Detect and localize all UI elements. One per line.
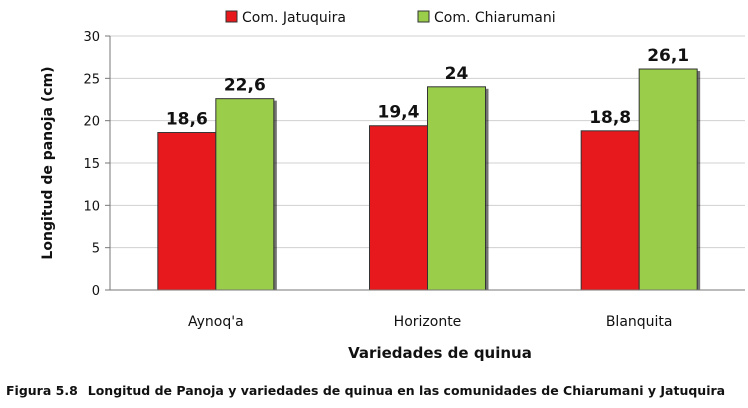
legend: Com. Jatuquira Com. Chiarumani (225, 10, 556, 26)
data-labels: 18,6 22,6 19,4 24 18,8 26,1 (166, 46, 689, 129)
bar-chart: 0 5 10 15 20 25 30 18,6 22,6 19,4 24 18,8 26,1 Ayno… (40, 10, 745, 362)
y-tick-label: 10 (83, 199, 100, 214)
legend-label: Com. Chiarumani (434, 10, 556, 26)
data-label: 19,4 (378, 103, 420, 123)
bar (369, 125, 428, 291)
y-tick-label: 30 (83, 30, 100, 45)
data-label: 18,6 (166, 110, 208, 130)
y-tick-label: 15 (83, 157, 100, 172)
x-tick-label: Aynoq'a (188, 314, 244, 330)
x-axis-label: Variedades de quinua (348, 344, 532, 362)
legend-swatch (225, 10, 238, 23)
data-label: 22,6 (224, 76, 266, 96)
bar (157, 132, 217, 291)
x-tick-label: Horizonte (394, 314, 462, 330)
figure-caption-text: Longitud de Panoja y variedades de quinu… (87, 383, 726, 398)
y-tick-label: 20 (83, 115, 100, 130)
figure-number: Figura 5.8 (6, 383, 78, 398)
data-label: 26,1 (647, 46, 689, 66)
figure-caption: Figura 5.8 Longitud de Panoja y variedad… (6, 383, 725, 398)
legend-label: Com. Jatuquira (242, 10, 346, 26)
legend-swatch (417, 10, 430, 23)
data-label: 18,8 (589, 108, 631, 128)
y-tick-label: 0 (92, 284, 100, 299)
x-tick-label: Blanquita (606, 314, 673, 330)
y-tick-label: 5 (92, 242, 100, 257)
y-axis-ticks: 0 5 10 15 20 25 30 (83, 30, 110, 299)
bar (580, 130, 640, 291)
bar (215, 98, 275, 291)
y-axis-label: Longitud de panoja (cm) (40, 66, 56, 259)
x-axis-ticks: Aynoq'a Horizonte Blanquita (188, 314, 673, 330)
y-tick-label: 25 (83, 72, 100, 87)
data-label: 24 (445, 64, 469, 84)
bar (638, 68, 698, 291)
bar (427, 86, 486, 291)
bars (157, 68, 701, 291)
